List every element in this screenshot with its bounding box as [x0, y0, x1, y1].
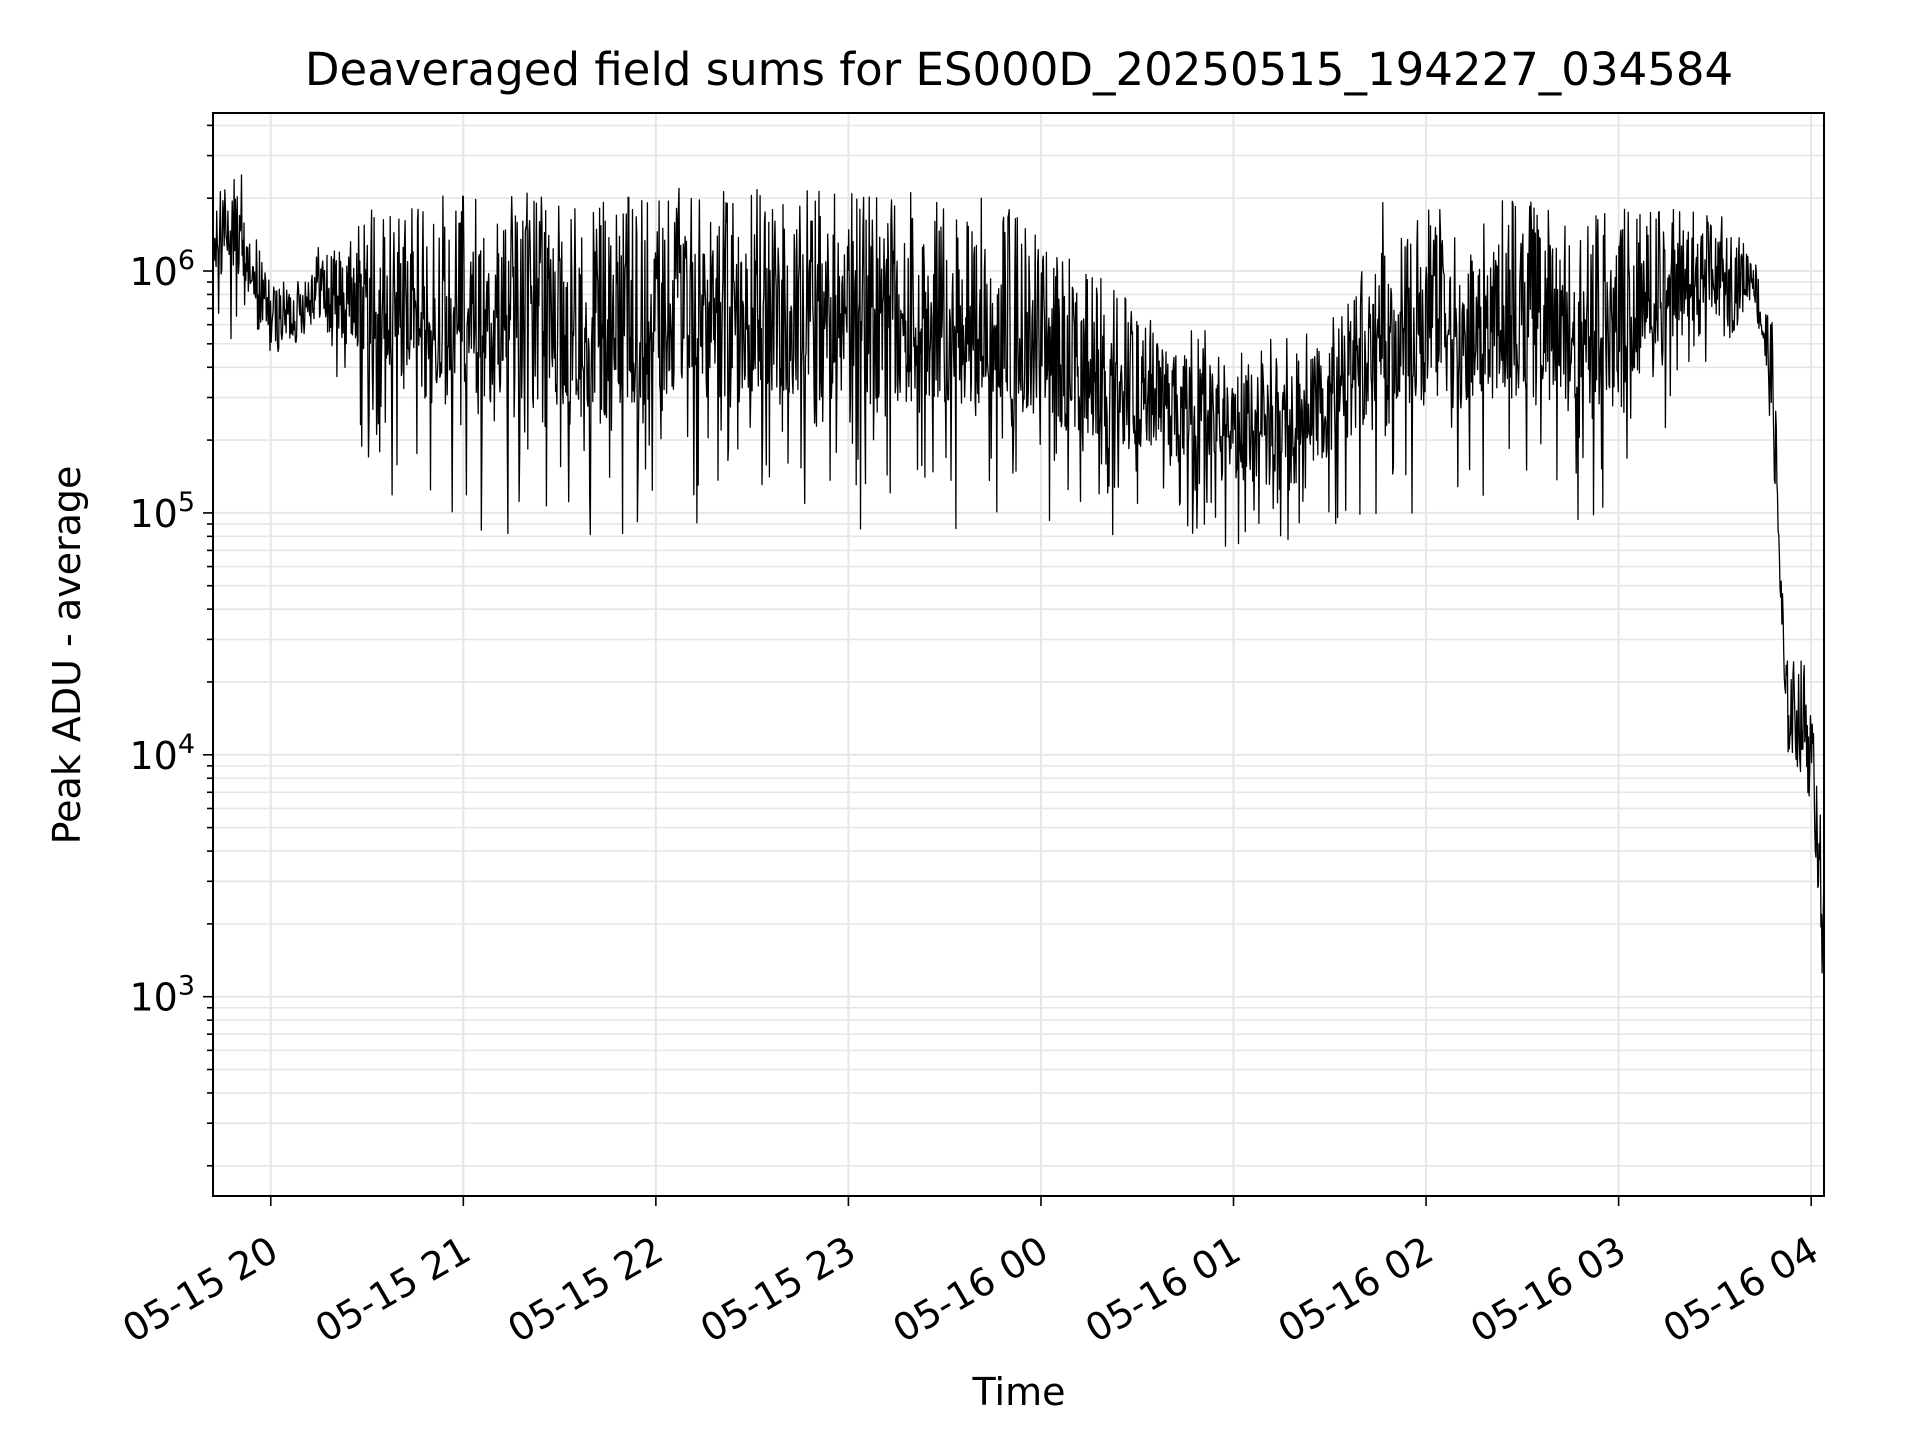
series-line: [212, 174, 1825, 974]
y-tick-label: 104: [129, 729, 195, 778]
plot-frame: [212, 112, 1825, 1197]
y-axis: 103 104 105 106: [129, 124, 213, 1167]
series-layer: [212, 174, 1825, 974]
chart-title: Deaveraged field sums for ES000D_2025051…: [305, 43, 1733, 96]
grid: [213, 113, 1824, 1196]
x-axis-label: Time: [972, 1370, 1066, 1414]
y-tick-label: 103: [129, 971, 195, 1020]
y-axis-label: Peak ADU - average: [45, 466, 89, 845]
y-tick-label: 106: [129, 245, 195, 294]
y-tick-label: 105: [129, 487, 195, 536]
